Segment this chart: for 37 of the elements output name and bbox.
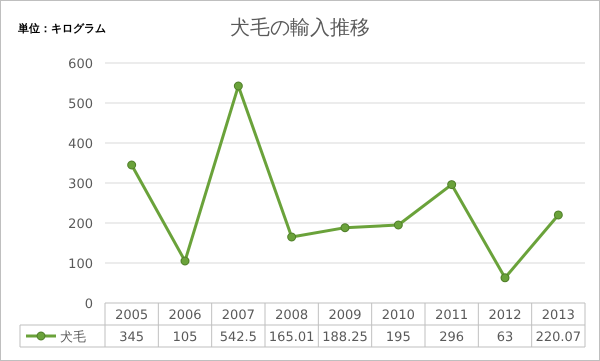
point — [127, 160, 136, 170]
x-tick-label: 2007 — [222, 308, 255, 323]
data-label: 542.5 — [220, 330, 257, 345]
point — [287, 232, 296, 242]
x-tick-label: 2011 — [435, 308, 468, 323]
data-label: 165.01 — [268, 330, 314, 345]
x-tick-label: 2008 — [275, 308, 308, 323]
point — [447, 180, 456, 190]
text: 単位：キログラム — [17, 22, 106, 35]
point — [234, 82, 243, 90]
data-label: 220.07 — [536, 330, 582, 345]
data-label: 296 — [439, 330, 464, 345]
x-tick-label: 2013 — [542, 308, 575, 323]
point — [394, 220, 403, 230]
data-label: 63 — [496, 330, 514, 345]
y-tick-label: 0 — [84, 297, 93, 312]
data-label: 188.25 — [322, 330, 368, 345]
y-tick-label: 100 — [68, 257, 93, 272]
data-label: 195 — [386, 330, 411, 345]
y-tick-label: 500 — [68, 97, 93, 112]
x-tick-label: 2005 — [115, 308, 148, 323]
point — [500, 273, 510, 282]
x-tick-label: 2009 — [328, 308, 362, 323]
y-tick-label: 300 — [68, 177, 93, 192]
x-tick-label: 2010 — [382, 308, 415, 323]
y-tick-label: 600 — [68, 57, 93, 72]
data-label: 105 — [172, 330, 198, 345]
point — [340, 223, 350, 232]
point — [180, 256, 190, 266]
x-tick-label: 2006 — [168, 308, 202, 323]
point — [554, 210, 563, 220]
chart-title: 犬毛の輸入推移 — [230, 15, 370, 39]
data-label: 345 — [119, 330, 144, 345]
x-tick-label: 2012 — [488, 308, 522, 323]
y-tick-label: 200 — [68, 217, 93, 232]
y-tick-label: 400 — [68, 137, 93, 152]
legend-label: 犬毛 — [60, 330, 86, 345]
